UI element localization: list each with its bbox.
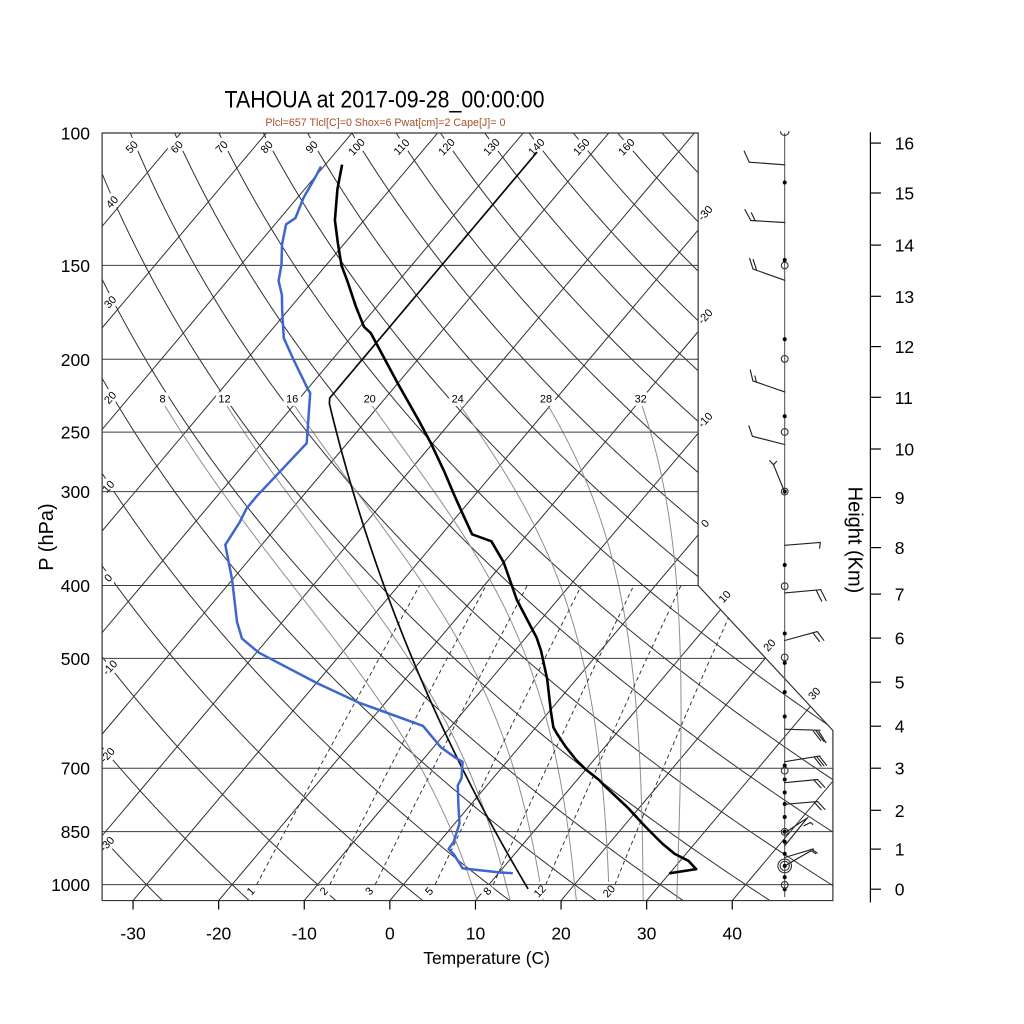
svg-text:-20: -20 — [206, 924, 232, 944]
svg-text:100: 100 — [61, 124, 90, 144]
svg-text:13: 13 — [895, 287, 914, 307]
svg-text:16: 16 — [895, 134, 914, 154]
svg-text:9: 9 — [895, 488, 905, 508]
svg-text:6: 6 — [895, 629, 905, 649]
svg-text:30: 30 — [637, 924, 657, 944]
svg-text:150: 150 — [61, 256, 90, 276]
svg-text:3: 3 — [895, 759, 905, 779]
svg-text:10: 10 — [895, 440, 915, 460]
svg-text:500: 500 — [61, 649, 90, 669]
svg-text:0: 0 — [385, 924, 395, 944]
svg-text:14: 14 — [895, 236, 915, 256]
svg-text:12: 12 — [895, 337, 914, 357]
svg-text:P (hPa): P (hPa) — [36, 503, 58, 570]
svg-text:28: 28 — [540, 394, 552, 406]
svg-text:200: 200 — [61, 350, 90, 370]
svg-text:0: 0 — [895, 880, 905, 900]
svg-text:20: 20 — [364, 394, 376, 406]
svg-text:4: 4 — [895, 717, 905, 737]
svg-text:2: 2 — [895, 801, 905, 821]
svg-text:15: 15 — [895, 184, 914, 204]
svg-text:1000: 1000 — [51, 875, 90, 895]
svg-text:Temperature (C): Temperature (C) — [423, 948, 550, 968]
svg-text:250: 250 — [61, 423, 90, 443]
svg-text:20: 20 — [551, 924, 571, 944]
svg-text:10: 10 — [466, 924, 486, 944]
svg-text:1: 1 — [895, 840, 905, 860]
svg-text:7: 7 — [895, 585, 905, 605]
svg-text:8: 8 — [160, 394, 166, 406]
svg-text:-30: -30 — [120, 924, 146, 944]
svg-text:Height (Km): Height (Km) — [844, 487, 866, 594]
svg-text:40: 40 — [723, 924, 743, 944]
svg-text:12: 12 — [218, 394, 230, 406]
svg-text:16: 16 — [286, 394, 298, 406]
svg-text:32: 32 — [635, 394, 647, 406]
svg-text:11: 11 — [895, 388, 913, 408]
svg-text:-10: -10 — [292, 924, 318, 944]
svg-text:850: 850 — [61, 822, 90, 842]
svg-text:5: 5 — [895, 673, 905, 693]
svg-text:400: 400 — [61, 576, 90, 596]
svg-text:24: 24 — [452, 394, 464, 406]
svg-text:Plcl=657 Tlcl[C]=0 Shox=6 Pwat: Plcl=657 Tlcl[C]=0 Shox=6 Pwat[cm]=2 Cap… — [265, 117, 505, 129]
svg-text:300: 300 — [61, 482, 90, 502]
svg-text:TAHOUA at 2017-09-28_00:00:00: TAHOUA at 2017-09-28_00:00:00 — [225, 87, 545, 114]
svg-text:8: 8 — [895, 538, 905, 558]
svg-text:700: 700 — [61, 759, 90, 779]
